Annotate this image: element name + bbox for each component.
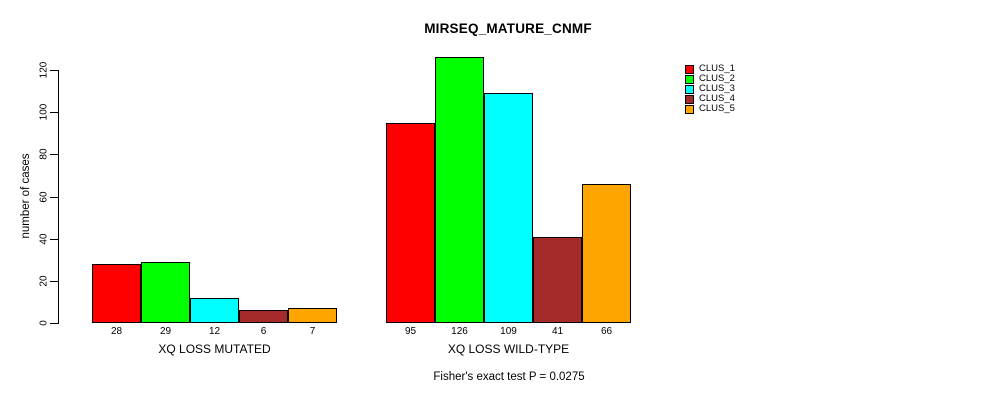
- legend-swatch-clus_3: [685, 84, 694, 94]
- legend-label-clus_2: CLUS_2: [699, 73, 735, 84]
- x-group-label: XQ LOSS MUTATED: [158, 342, 271, 356]
- bar-clus-5-xq-loss-wild-type: [582, 184, 631, 323]
- legend-label-clus_3: CLUS_3: [699, 83, 735, 94]
- chart-title: MIRSEQ_MATURE_CNMF: [424, 21, 592, 36]
- y-tick-label: 80: [38, 148, 50, 160]
- bar-value-clus-5-xq-loss-mutated: 7: [309, 326, 316, 337]
- legend-swatch-clus_4: [685, 94, 694, 104]
- bar-value-clus-2-xq-loss-mutated: 29: [159, 326, 172, 337]
- bar-value-clus-2-xq-loss-wild-type: 126: [451, 326, 468, 337]
- legend-item-clus_2: CLUS_2: [685, 74, 735, 84]
- y-tick-label: 40: [38, 233, 50, 245]
- y-tick-label: 20: [38, 275, 50, 287]
- y-tick-mark: [50, 281, 58, 282]
- bar-clus-2-xq-loss-mutated: [141, 262, 190, 323]
- bar-value-clus-1-xq-loss-mutated: 28: [110, 326, 123, 337]
- y-tick-mark: [50, 112, 58, 113]
- y-tick-mark: [50, 239, 58, 240]
- bar-clus-4-xq-loss-wild-type: [533, 237, 582, 323]
- legend-item-clus_5: CLUS_5: [685, 104, 735, 114]
- bar-clus-3-xq-loss-mutated: [190, 298, 239, 323]
- legend-label-clus_4: CLUS_4: [699, 93, 735, 104]
- legend-swatch-clus_5: [685, 104, 694, 114]
- bar-clus-5-xq-loss-mutated: [288, 308, 337, 323]
- y-tick-mark: [50, 197, 58, 198]
- bar-clus-1-xq-loss-mutated: [92, 264, 141, 323]
- y-tick-label: 100: [38, 103, 50, 121]
- bar-value-clus-4-xq-loss-mutated: 6: [260, 326, 267, 337]
- y-tick-label: 60: [38, 191, 50, 203]
- bar-clus-2-xq-loss-wild-type: [435, 57, 484, 323]
- legend-swatch-clus_2: [685, 74, 694, 84]
- bar-value-clus-5-xq-loss-wild-type: 66: [600, 326, 613, 337]
- y-tick-mark: [50, 323, 58, 324]
- legend-label-clus_5: CLUS_5: [699, 103, 735, 114]
- fisher-test-annotation: Fisher's exact test P = 0.0275: [433, 371, 585, 383]
- legend: CLUS_1 CLUS_2 CLUS_3 CLUS_4 CLUS_5: [685, 64, 735, 114]
- y-tick-mark: [50, 154, 58, 155]
- legend-item-clus_1: CLUS_1: [685, 64, 735, 74]
- y-tick-mark: [50, 70, 58, 71]
- bar-clus-1-xq-loss-wild-type: [386, 123, 435, 323]
- legend-item-clus_4: CLUS_4: [685, 94, 735, 104]
- legend-swatch-clus_1: [685, 64, 694, 74]
- y-tick-label: 120: [38, 61, 50, 79]
- legend-label-clus_1: CLUS_1: [699, 63, 735, 74]
- bar-value-clus-3-xq-loss-mutated: 12: [208, 326, 221, 337]
- bar-clus-4-xq-loss-mutated: [239, 310, 288, 323]
- x-group-label: XQ LOSS WILD-TYPE: [447, 342, 570, 356]
- y-tick-label: 0: [38, 320, 50, 326]
- y-axis-line: [58, 70, 59, 324]
- bar-value-clus-4-xq-loss-wild-type: 41: [551, 326, 564, 337]
- legend-item-clus_3: CLUS_3: [685, 84, 735, 94]
- bar-value-clus-3-xq-loss-wild-type: 109: [500, 326, 517, 337]
- bar-value-clus-1-xq-loss-wild-type: 95: [404, 326, 417, 337]
- bar-clus-3-xq-loss-wild-type: [484, 93, 533, 323]
